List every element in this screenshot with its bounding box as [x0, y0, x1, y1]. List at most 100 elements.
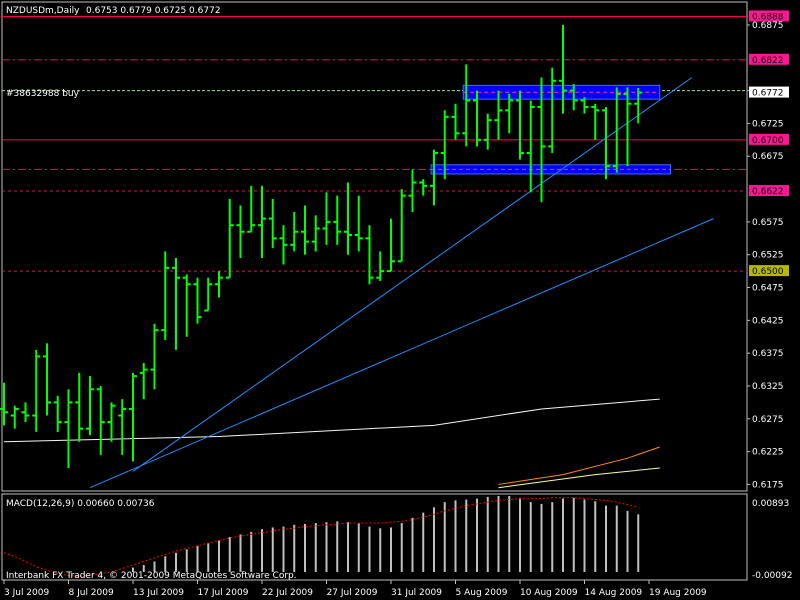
price-axis-label: 0.6675 [752, 152, 784, 162]
ohlc-bar [376, 251, 385, 281]
ohlc-bar [430, 149, 438, 206]
price-axis-label: 0.6325 [752, 382, 784, 392]
ohlc-bar [96, 385, 105, 455]
price-axis-label: 0.6275 [752, 415, 784, 425]
ohlc-bar [182, 274, 191, 337]
ohlc-bar [333, 195, 342, 245]
ohlc-bar [172, 257, 180, 350]
order-label: #38632988 buy [6, 89, 80, 99]
time-axis-label: 31 Jul 2009 [391, 588, 442, 598]
ohlc-bar [344, 182, 352, 255]
price-tag-box [749, 86, 789, 98]
ohlc-bar [623, 87, 632, 167]
ohlc-bar [322, 192, 331, 245]
ma_orange-line [498, 446, 660, 485]
price-tag-box [749, 265, 789, 277]
ohlc-bar [419, 179, 428, 196]
time-axis-label: 14 Aug 2009 [585, 588, 643, 598]
price-tags: 0.6888 0.6822 0.6772 0.6700 0.6622 0.6500 [749, 10, 789, 277]
macd-axis-top: 0.00893 [752, 499, 789, 509]
ohlc-bar [526, 100, 535, 193]
price-axis-label: 0.6375 [752, 349, 784, 359]
ohlc-bar [129, 372, 137, 462]
price-tag-box [749, 133, 789, 145]
ohlc-bar [569, 84, 578, 111]
price-tag-text: 0.6822 [752, 56, 784, 66]
ohlc-bar [537, 77, 546, 203]
time-axis-label: 22 Jul 2009 [262, 588, 313, 598]
price-tag-box [749, 10, 789, 22]
ohlc-bar [591, 103, 600, 140]
ohlc-bar [279, 225, 288, 265]
price-tag: 0.6822 [749, 53, 789, 66]
price-tag-text: 0.6772 [752, 89, 784, 99]
main-panel-frame [1, 1, 748, 492]
ohlc-bar [548, 67, 557, 153]
ohlc-bar [462, 64, 471, 147]
ohlc-bar [290, 212, 299, 252]
ohlc-bar [215, 271, 223, 298]
price-axis-label: 0.6575 [752, 218, 784, 228]
ohlc-bar [225, 198, 234, 279]
ohlc-bar [247, 185, 256, 233]
ohlc-readout: 0.6753 0.6779 0.6725 0.6772 [86, 6, 221, 16]
price-tag: 0.6772 [749, 86, 789, 99]
footer-copyright: Interbank FX Trader 4, © 2001-2009 MetaQ… [6, 571, 297, 581]
ma_long-line [3, 398, 660, 443]
ohlc-bar [516, 90, 524, 160]
ohlc-bar [301, 205, 309, 255]
macd-signal-line [3, 497, 639, 577]
time-axis-label: 27 Jul 2009 [327, 588, 378, 598]
time-axis-label: 19 Aug 2009 [649, 588, 707, 598]
price-axis-label: 0.6725 [752, 119, 784, 129]
price-tag: 0.6700 [749, 133, 789, 146]
ohlc-bar [43, 343, 51, 416]
trend-lines [89, 77, 714, 489]
price-tag: 0.6500 [749, 265, 789, 277]
ohlc-bar [473, 90, 481, 147]
ohlc-bar [387, 218, 395, 273]
price-tag: 0.6622 [749, 185, 789, 197]
time-axis-label: 3 Jul 2009 [4, 588, 49, 598]
price-axis-label: 0.6475 [752, 284, 784, 294]
price-tag-text: 0.6888 [752, 12, 784, 22]
ohlc-bar [612, 87, 621, 173]
macd-label: MACD(12,26,9) 0.00660 0.00736 [6, 499, 155, 509]
ohlc-bar [53, 395, 62, 432]
price-bars [0, 24, 643, 469]
price-tag-text: 0.6700 [752, 136, 784, 146]
ohlc-bar [21, 402, 30, 423]
trend-line-1 [89, 218, 714, 489]
price-axis-label: 0.6525 [752, 251, 784, 261]
price-tag-text: 0.6500 [752, 267, 784, 277]
ohlc-bar [451, 103, 460, 140]
ohlc-bar [86, 376, 94, 436]
time-axis-label: 8 Jul 2009 [69, 588, 114, 598]
ohlc-bar [0, 382, 8, 426]
price-axis-label: 0.6225 [752, 448, 784, 458]
time-axis-label: 17 Jul 2009 [198, 588, 249, 598]
moving-averages [3, 398, 660, 489]
price-axis-label: 0.6175 [752, 480, 784, 490]
price-axis-label: 0.6425 [752, 316, 784, 326]
ma_mid-line [498, 467, 660, 489]
time-axis: 3 Jul 2009 8 Jul 2009 13 Jul 2009 17 Jul 20… [3, 580, 707, 598]
ohlc-bar [107, 402, 116, 442]
ohlc-bar [354, 195, 363, 252]
price-axis-label: 0.6875 [752, 21, 784, 31]
symbol-title: NZDUSDm,Daily [6, 6, 80, 16]
price-zones [430, 84, 671, 175]
macd-axis-bottom: -0.00092 [752, 571, 792, 581]
ohlc-bar [311, 215, 320, 252]
ohlc-bar [236, 205, 245, 258]
price-tag-text: 0.6622 [752, 187, 784, 197]
ohlc-bar [397, 189, 406, 263]
ohlc-bar [64, 389, 73, 469]
ohlc-bar [10, 405, 19, 429]
ohlc-bar [118, 399, 127, 455]
ohlc-bar [193, 277, 202, 324]
price-tag: 0.6888 [749, 10, 789, 22]
macd-indicator [3, 496, 640, 577]
ohlc-bar [505, 93, 514, 134]
